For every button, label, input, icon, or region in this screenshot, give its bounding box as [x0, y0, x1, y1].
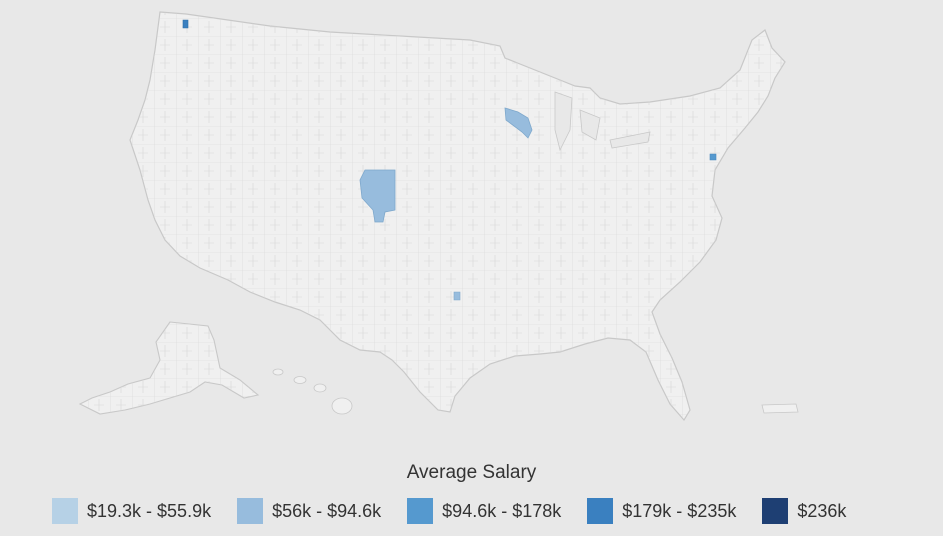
legend-swatch: [587, 498, 614, 524]
legend-item-bin-2[interactable]: $56k - $94.6k: [237, 498, 381, 524]
legend-label: $94.6k - $178k: [442, 500, 562, 521]
legend-label: $179k - $235k: [622, 500, 737, 521]
alaska-subdivisions: [80, 322, 258, 414]
great-lakes: [554, 91, 651, 152]
us-map-svg: [78, 11, 799, 422]
legend-label: $19.3k - $55.9k: [87, 500, 212, 521]
legend-label: $56k - $94.6k: [272, 500, 382, 521]
region-dc[interactable]: [709, 153, 717, 161]
region-seattle[interactable]: [182, 19, 189, 29]
legend-swatch: [762, 498, 789, 524]
region-colorado-east[interactable]: [359, 169, 396, 223]
legend-items: $19.3k - $55.9k $56k - $94.6k $94.6k - $…: [52, 498, 846, 524]
legend-swatch: [52, 498, 78, 524]
legend-item-bin-3[interactable]: $94.6k - $178k: [407, 498, 561, 524]
hawaii-islands[interactable]: [272, 368, 353, 415]
legend-title: Average Salary: [406, 462, 537, 483]
puerto-rico-shape[interactable]: [761, 403, 799, 414]
legend-swatch: [237, 498, 264, 524]
legend-swatch: [407, 498, 434, 524]
legend-item-bin-4[interactable]: $179k - $235k: [587, 498, 736, 524]
county-subdivision-pattern: [130, 12, 785, 420]
us-map[interactable]: [0, 0, 943, 450]
legend-item-bin-5[interactable]: $236k: [762, 498, 846, 524]
region-oklahoma[interactable]: [453, 291, 461, 301]
legend-item-bin-1[interactable]: $19.3k - $55.9k: [52, 498, 211, 524]
legend: Average Salary $19.3k - $55.9k $56k - $9…: [0, 458, 943, 536]
legend-label: $236k: [797, 500, 847, 521]
region-wisconsin[interactable]: [504, 107, 533, 139]
